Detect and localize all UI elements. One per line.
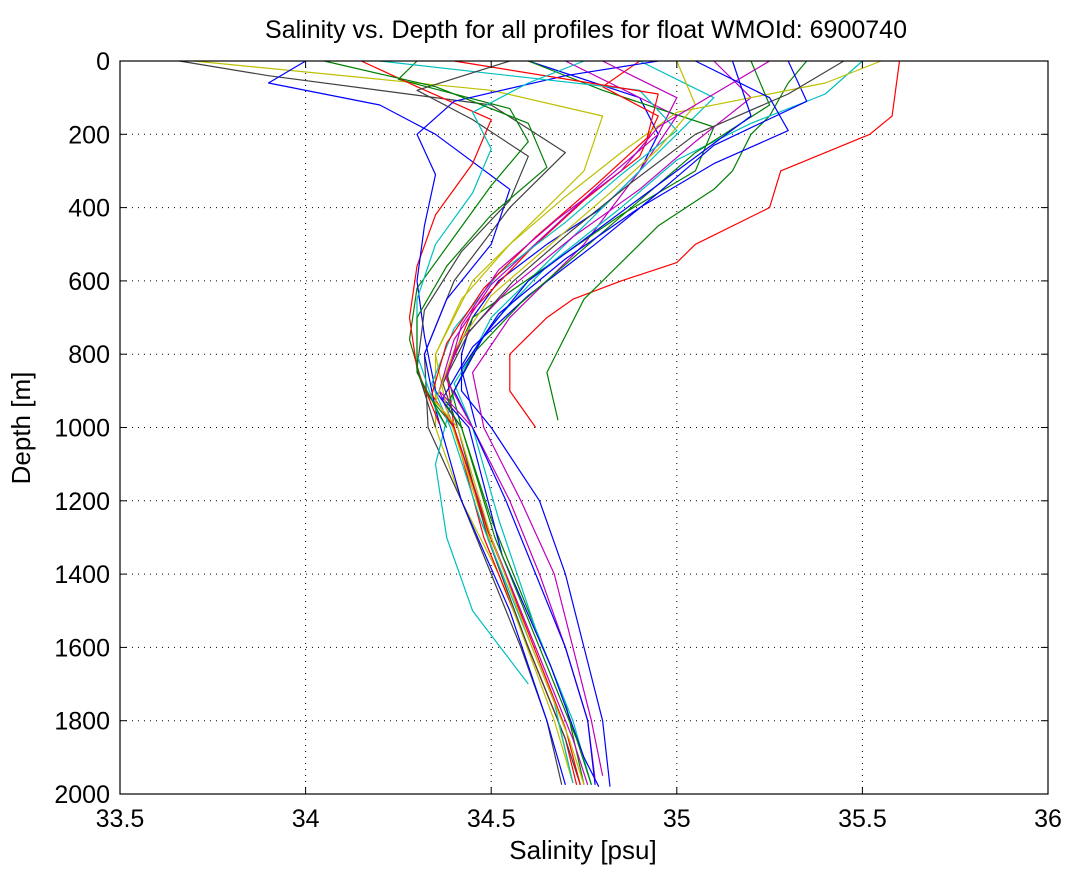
y-axis-label: Depth [m] [6,372,36,485]
y-tick-label: 2000 [54,781,110,809]
profile-line-13 [442,60,808,787]
x-tick-label: 35 [663,805,691,833]
y-tick-label: 800 [68,341,110,369]
profile-line-2 [546,60,808,421]
y-tick-label: 1400 [54,561,110,589]
y-tick-label: 600 [68,268,110,296]
x-axis-ticks: 33.5 34 34.5 35 35.5 36 [96,61,1062,833]
y-tick-label: 0 [96,48,110,76]
profile-line-18 [416,60,659,428]
profile-line-8 [267,60,566,785]
profiles-layer [179,60,901,787]
y-tick-label: 400 [68,195,110,223]
profile-line-24 [416,60,529,428]
x-tick-label: 34 [292,805,320,833]
y-tick-label: 1000 [54,415,110,443]
profile-line-4 [472,60,678,776]
profile-line-14 [434,60,882,784]
y-tick-label: 1200 [54,488,110,516]
x-tick-label: 33.5 [96,805,145,833]
profile-line-23 [453,60,752,785]
profile-line-26 [416,60,585,428]
x-tick-label: 36 [1034,805,1062,833]
y-tick-label: 200 [68,121,110,149]
chart-title: Salinity vs. Depth for all profiles for … [265,16,907,44]
y-tick-label: 1600 [54,634,110,662]
profile-line-20 [379,60,678,784]
profile-line-27 [446,60,770,428]
profile-line-29 [460,60,789,428]
profile-line-28 [324,60,548,428]
x-axis-label: Salinity [psu] [509,835,656,865]
profile-line-1 [509,60,901,428]
profile-line-7 [434,60,715,685]
y-axis-ticks: 0 200 400 600 800 1000 1200 1400 1600 1800 2000 [54,48,1048,809]
profile-line-21 [446,60,771,785]
profile-line-15 [442,60,845,785]
y-tick-label: 1800 [54,708,110,736]
profile-line-22 [431,60,659,785]
x-tick-label: 35.5 [838,805,887,833]
x-tick-label: 34.5 [467,805,516,833]
profile-line-17 [361,60,492,425]
